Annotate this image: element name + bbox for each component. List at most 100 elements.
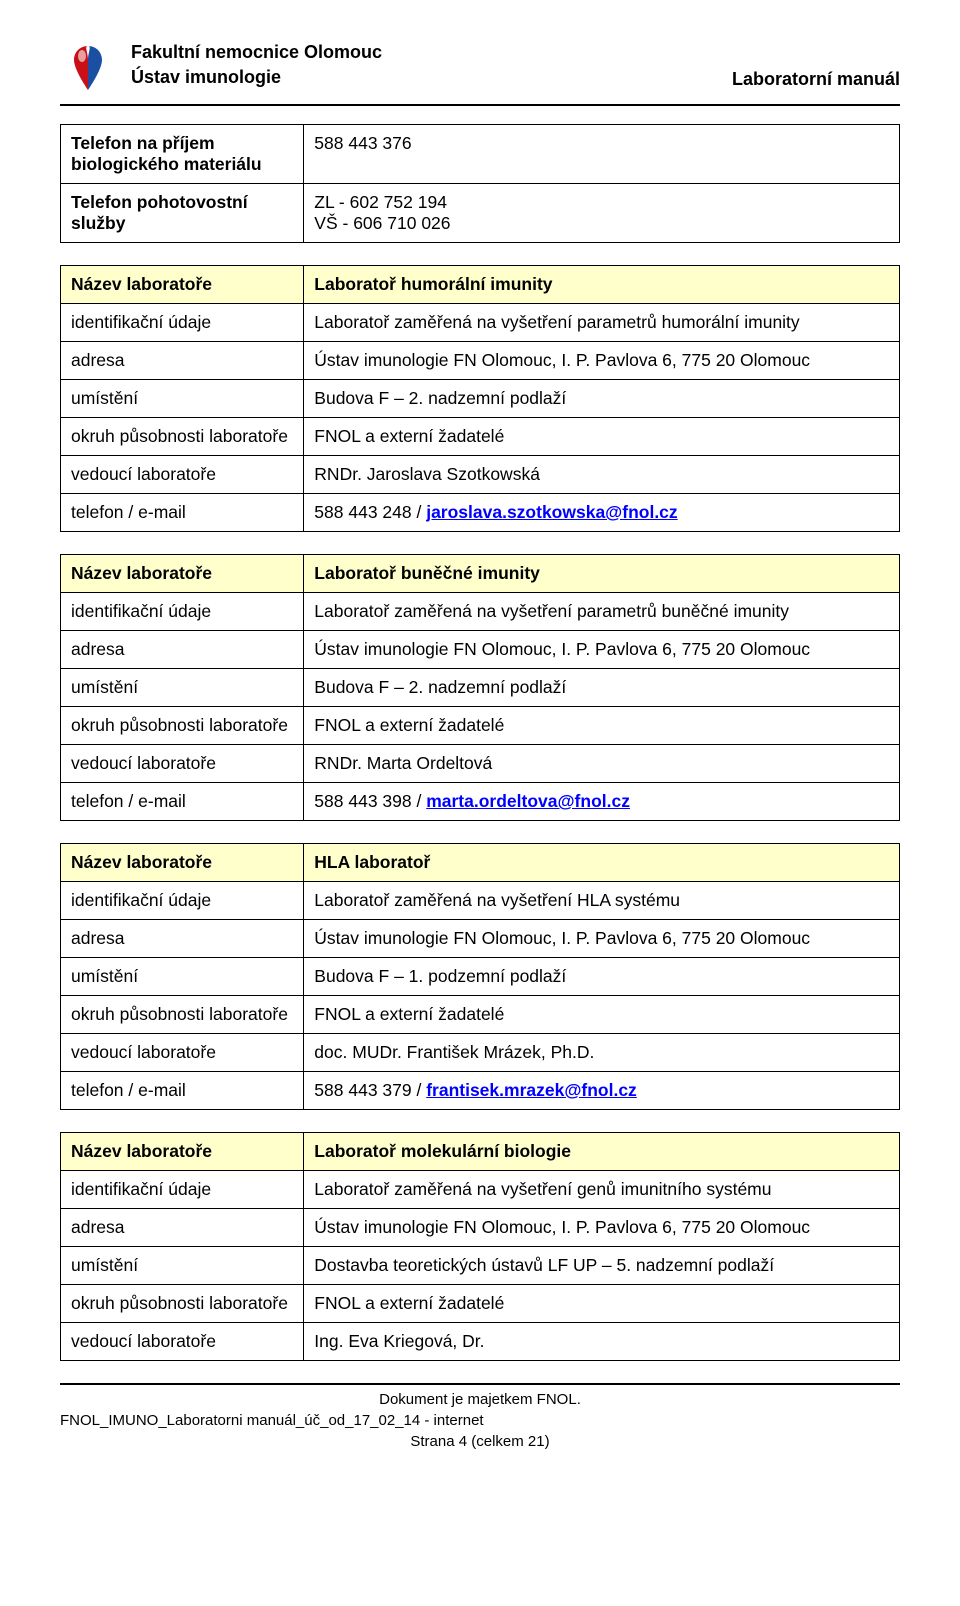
table-row: adresaÚstav imunologie FN Olomouc, I. P.… (61, 920, 900, 958)
row-label: umístění (61, 958, 304, 996)
contact-table: Telefon na příjem biologického materiálu… (60, 124, 900, 243)
table-row: identifikační údajeLaboratoř zaměřená na… (61, 304, 900, 342)
row-label: identifikační údaje (61, 593, 304, 631)
row-label: vedoucí laboratoře (61, 1323, 304, 1361)
row-value: Budova F – 2. nadzemní podlaží (304, 669, 900, 707)
footer-line2: FNOL_IMUNO_Laboratorni manuál_úč_od_17_0… (60, 1410, 900, 1431)
laboratory-table: Název laboratořeLaboratoř molekulární bi… (60, 1132, 900, 1361)
row-label: umístění (61, 1247, 304, 1285)
row-value: Ústav imunologie FN Olomouc, I. P. Pavlo… (304, 1209, 900, 1247)
row-value: Budova F – 2. nadzemní podlaží (304, 380, 900, 418)
table-row: identifikační údajeLaboratoř zaměřená na… (61, 593, 900, 631)
row-label: okruh působnosti laboratoře (61, 707, 304, 745)
row-label: Telefon pohotovostní služby (61, 184, 304, 243)
row-label: vedoucí laboratoře (61, 1034, 304, 1072)
row-value: FNOL a externí žadatelé (304, 1285, 900, 1323)
row-label: Název laboratoře (61, 844, 304, 882)
row-label: vedoucí laboratoře (61, 745, 304, 783)
row-value: Budova F – 1. podzemní podlaží (304, 958, 900, 996)
row-label: identifikační údaje (61, 1171, 304, 1209)
header-doc-title: Laboratorní manuál (732, 69, 900, 90)
table-row: telefon / e-mail588 443 248 / jaroslava.… (61, 494, 900, 532)
phone-text: 588 443 398 / (314, 791, 426, 811)
row-label: vedoucí laboratoře (61, 456, 304, 494)
table-row: Název laboratořeLaboratoř molekulární bi… (61, 1133, 900, 1171)
table-row: Název laboratořeHLA laboratoř (61, 844, 900, 882)
table-row: okruh působnosti laboratořeFNOL a extern… (61, 1285, 900, 1323)
row-value: Ing. Eva Kriegová, Dr. (304, 1323, 900, 1361)
footer-divider (60, 1383, 900, 1385)
row-value: Laboratoř molekulární biologie (304, 1133, 900, 1171)
row-label: adresa (61, 920, 304, 958)
table-row: telefon / e-mail 588 443 398 / marta.orde… (61, 783, 900, 821)
row-value: FNOL a externí žadatelé (304, 707, 900, 745)
table-row: telefon / e-mail588 443 379 / frantisek.… (61, 1072, 900, 1110)
laboratory-table: Název laboratořeLaboratoř humorální imun… (60, 265, 900, 532)
laboratory-table: Název laboratořeLaboratoř buněčné imunit… (60, 554, 900, 821)
row-value: 588 443 248 / jaroslava.szotkowska@fnol.… (304, 494, 900, 532)
row-value: FNOL a externí žadatelé (304, 996, 900, 1034)
phone-text: 588 443 379 / (314, 1080, 426, 1100)
table-row: okruh působnosti laboratořeFNOL a extern… (61, 707, 900, 745)
row-label: identifikační údaje (61, 304, 304, 342)
row-label: umístění (61, 669, 304, 707)
table-row: umístěníBudova F – 2. nadzemní podlaží (61, 669, 900, 707)
table-row: vedoucí laboratoředoc. MUDr. František M… (61, 1034, 900, 1072)
table-row: vedoucí laboratořeIng. Eva Kriegová, Dr. (61, 1323, 900, 1361)
table-row: vedoucí laboratořeRNDr. Marta Ordeltová (61, 745, 900, 783)
email-link[interactable]: jaroslava.szotkowska@fnol.cz (426, 502, 677, 522)
row-value: Ústav imunologie FN Olomouc, I. P. Pavlo… (304, 342, 900, 380)
row-label: Telefon na příjem biologického materiálu (61, 125, 304, 184)
row-label: umístění (61, 380, 304, 418)
table-row: Název laboratořeLaboratoř buněčné imunit… (61, 555, 900, 593)
table-row: vedoucí laboratořeRNDr. Jaroslava Szotko… (61, 456, 900, 494)
row-label: Název laboratoře (61, 555, 304, 593)
row-value: Laboratoř humorální imunity (304, 266, 900, 304)
row-label: okruh působnosti laboratoře (61, 1285, 304, 1323)
row-label: okruh působnosti laboratoře (61, 418, 304, 456)
document-header: Fakultní nemocnice Olomouc Ústav imunolo… (60, 40, 900, 96)
row-value: Laboratoř buněčné imunity (304, 555, 900, 593)
phone-text: 588 443 248 / (314, 502, 426, 522)
row-value: Ústav imunologie FN Olomouc, I. P. Pavlo… (304, 920, 900, 958)
row-label: telefon / e-mail (61, 783, 304, 821)
row-label: Název laboratoře (61, 1133, 304, 1171)
row-label: adresa (61, 342, 304, 380)
row-label: Název laboratoře (61, 266, 304, 304)
row-value: RNDr. Jaroslava Szotkowská (304, 456, 900, 494)
row-value: ZL - 602 752 194 VŠ - 606 710 026 (304, 184, 900, 243)
laboratory-table: Název laboratořeHLA laboratořidentifikač… (60, 843, 900, 1110)
table-row: adresaÚstav imunologie FN Olomouc, I. P.… (61, 342, 900, 380)
table-row: umístěníBudova F – 2. nadzemní podlaží (61, 380, 900, 418)
table-row: adresaÚstav imunologie FN Olomouc, I. P.… (61, 631, 900, 669)
row-value: 588 443 379 / frantisek.mrazek@fnol.cz (304, 1072, 900, 1110)
header-divider (60, 104, 900, 106)
footer-line1: Dokument je majetkem FNOL. (60, 1389, 900, 1410)
row-label: okruh působnosti laboratoře (61, 996, 304, 1034)
email-link[interactable]: marta.ordeltova@fnol.cz (426, 791, 630, 811)
row-label: telefon / e-mail (61, 494, 304, 532)
row-value: Laboratoř zaměřená na vyšetření HLA syst… (304, 882, 900, 920)
row-value: Laboratoř zaměřená na vyšetření parametr… (304, 304, 900, 342)
document-footer: Dokument je majetkem FNOL. FNOL_IMUNO_La… (60, 1389, 900, 1452)
hospital-logo-icon (60, 40, 116, 96)
row-value: doc. MUDr. František Mrázek, Ph.D. (304, 1034, 900, 1072)
table-row: umístěníBudova F – 1. podzemní podlaží (61, 958, 900, 996)
row-value: Ústav imunologie FN Olomouc, I. P. Pavlo… (304, 631, 900, 669)
header-org: Fakultní nemocnice Olomouc (131, 40, 382, 65)
row-value: Laboratoř zaměřená na vyšetření parametr… (304, 593, 900, 631)
row-value: RNDr. Marta Ordeltová (304, 745, 900, 783)
email-link[interactable]: frantisek.mrazek@fnol.cz (426, 1080, 637, 1100)
table-row: identifikační údajeLaboratoř zaměřená na… (61, 1171, 900, 1209)
table-row: okruh působnosti laboratořeFNOL a extern… (61, 996, 900, 1034)
table-row: Telefon na příjem biologického materiálu… (61, 125, 900, 184)
header-dept: Ústav imunologie (131, 65, 382, 90)
table-row: adresaÚstav imunologie FN Olomouc, I. P.… (61, 1209, 900, 1247)
footer-line3: Strana 4 (celkem 21) (60, 1431, 900, 1452)
table-row: umístěníDostavba teoretických ústavů LF … (61, 1247, 900, 1285)
row-value: HLA laboratoř (304, 844, 900, 882)
row-label: identifikační údaje (61, 882, 304, 920)
row-value: Dostavba teoretických ústavů LF UP – 5. … (304, 1247, 900, 1285)
row-label: adresa (61, 1209, 304, 1247)
row-value: 588 443 376 (304, 125, 900, 184)
